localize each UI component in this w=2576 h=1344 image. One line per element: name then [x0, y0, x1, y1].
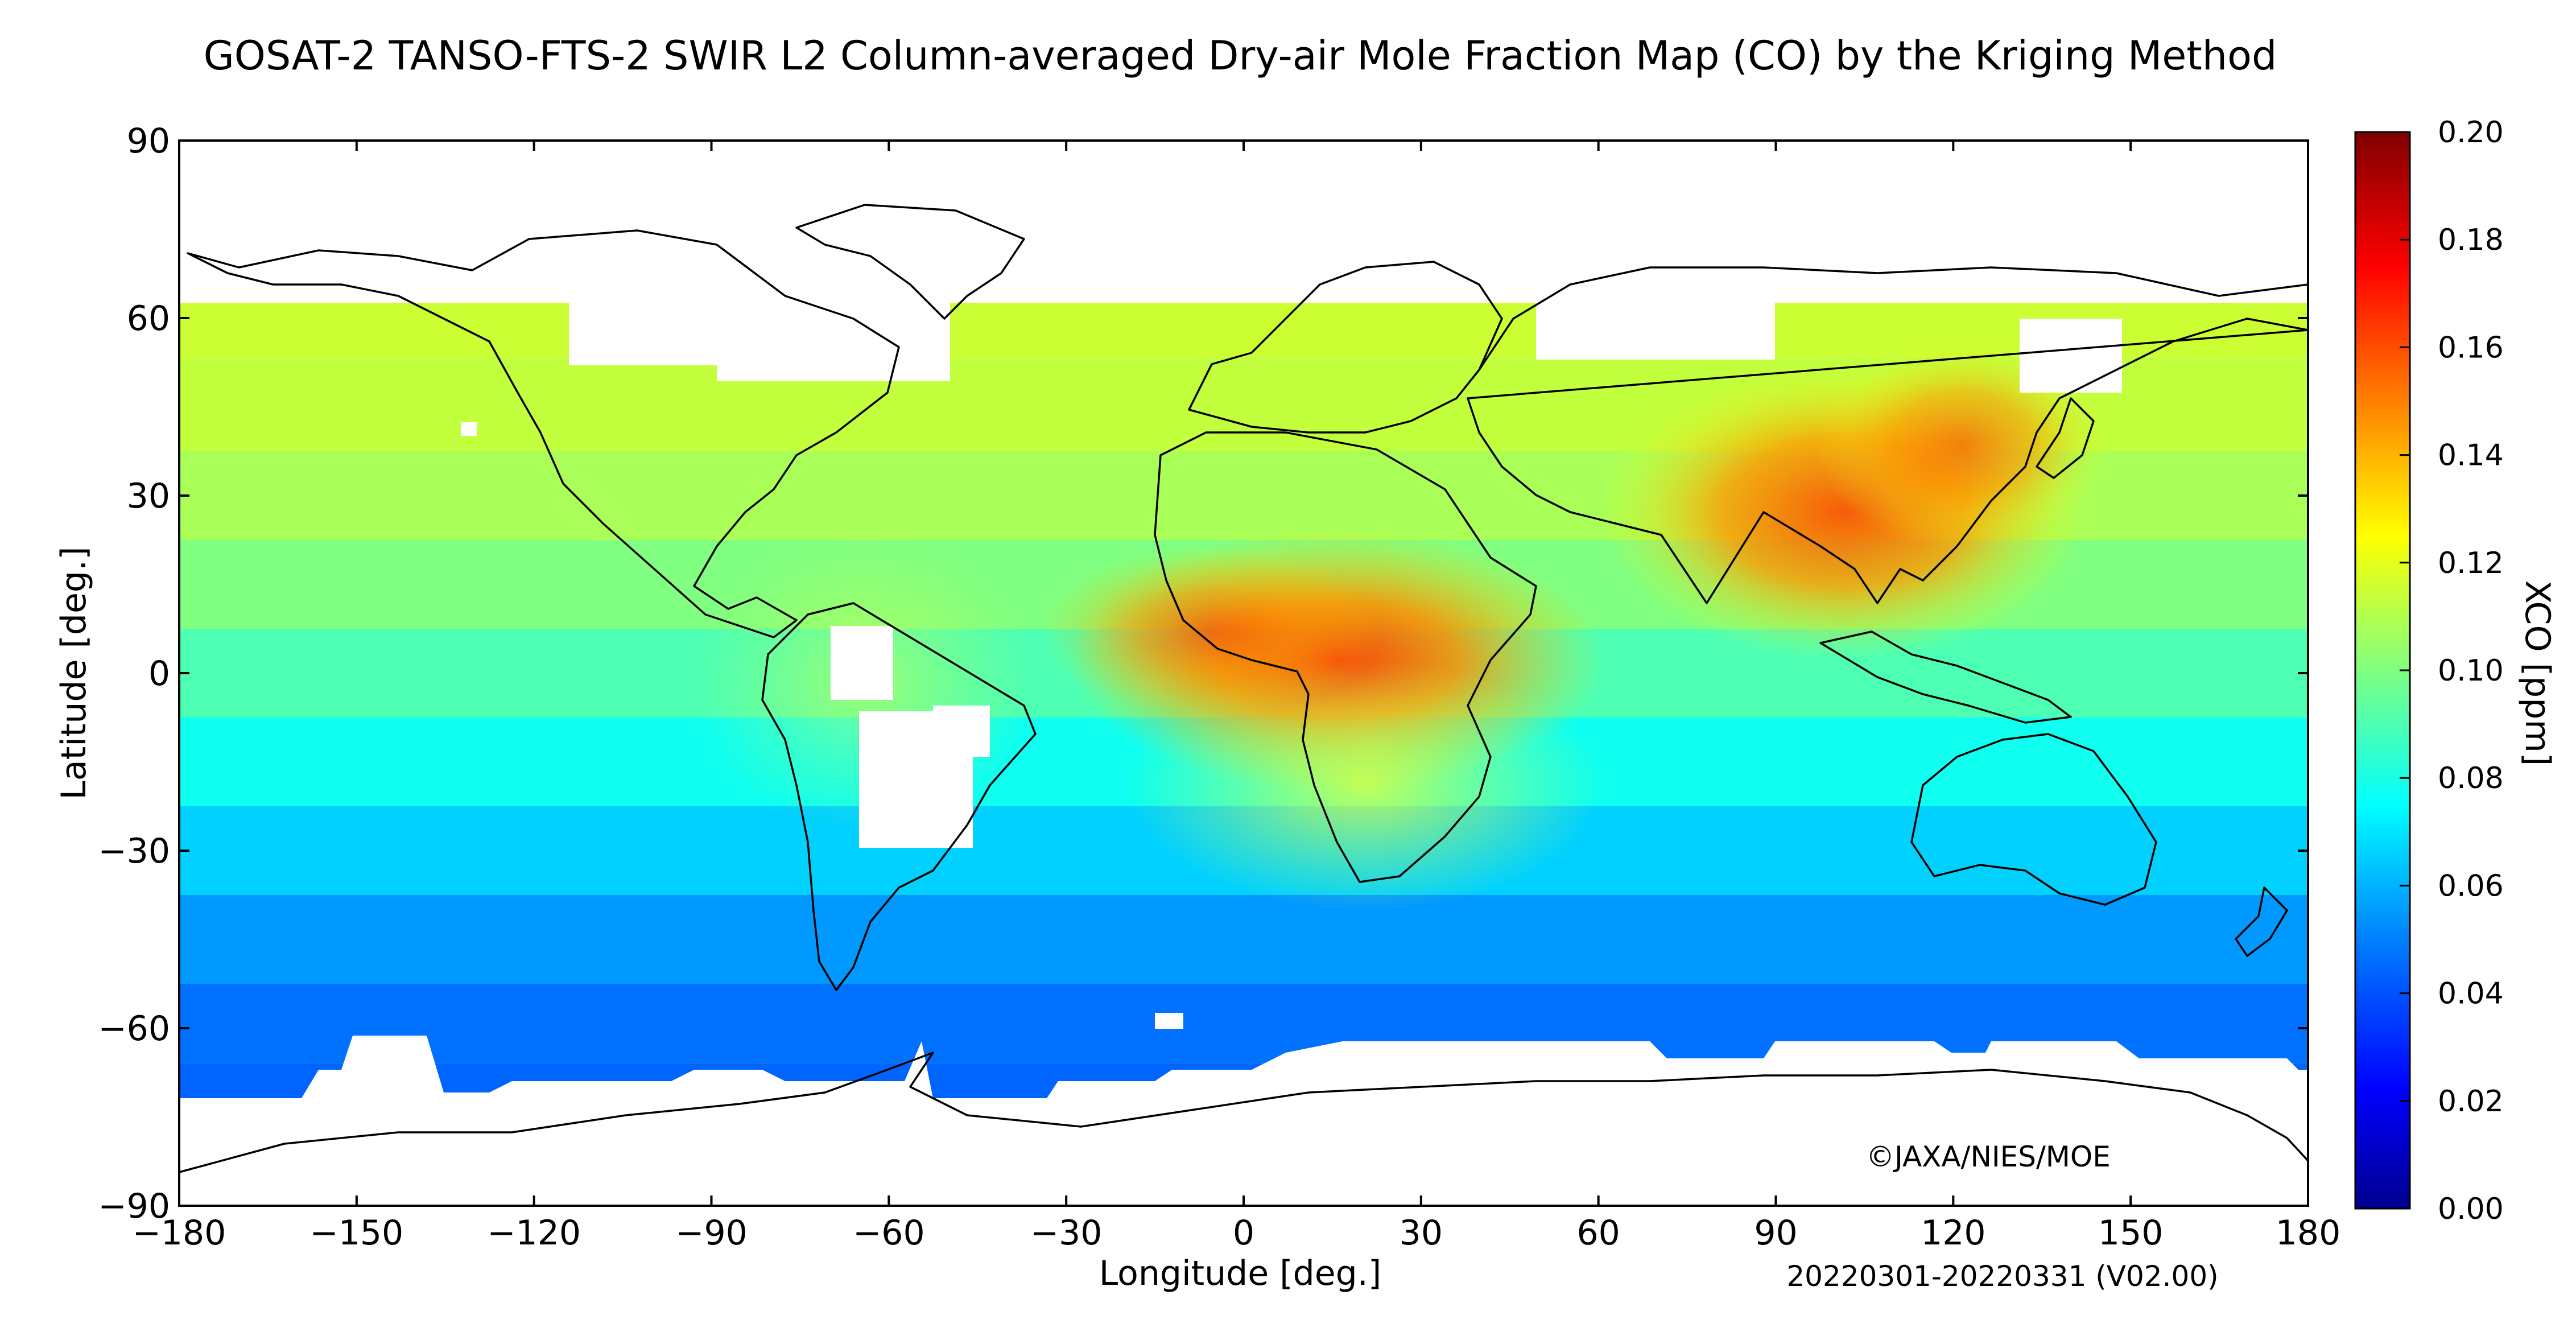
y-axis-label: Latitude [deg.]: [54, 547, 94, 800]
colorbar-tick-label: 0.20: [2438, 116, 2504, 150]
x-tick-label: 0: [1233, 1213, 1254, 1253]
date-version: 20220301-20220331 (V02.00): [1786, 1260, 2218, 1293]
no-data-ocean-patch: [1155, 1013, 1183, 1029]
y-tick-label: −60: [98, 1009, 170, 1049]
x-tick-label: −120: [487, 1213, 581, 1253]
colorbar-tick-label: 0.04: [2438, 977, 2504, 1011]
y-tick-label: 90: [127, 121, 170, 161]
coastlines: [179, 204, 2308, 1173]
no-data-siberia: [1536, 303, 1775, 360]
no-data-canada: [569, 303, 717, 365]
colorbar-tick-label: 0.10: [2438, 654, 2504, 688]
heatmap-band: [179, 984, 2308, 1064]
no-data-antarctic: [179, 1036, 2308, 1206]
x-tick-label: 60: [1576, 1213, 1620, 1253]
x-tick-label: −60: [853, 1213, 925, 1253]
colorbar-tick-label: 0.16: [2438, 331, 2504, 365]
x-tick-label: −150: [309, 1213, 403, 1253]
colorbar-tick-label: 0.02: [2438, 1085, 2504, 1119]
colorbar-tick-label: 0.06: [2438, 869, 2504, 903]
x-tick-label: 150: [2098, 1213, 2164, 1253]
no-data-amazon: [831, 626, 893, 700]
coast-new-zealand: [2235, 887, 2288, 957]
coast-antarctica: [179, 1052, 2308, 1173]
coast-north-america: [187, 229, 900, 638]
colorbar-tick-label: 0.14: [2438, 439, 2504, 473]
no-data-pacific-patch: [461, 422, 477, 436]
coast-greenland: [795, 204, 1025, 320]
x-tick-label: 120: [1921, 1213, 1986, 1253]
colorbar-ticks: 0.00 0.02 0.04 0.06 0.08 0.10 0.12 0.14 0.16 0.18…: [2400, 116, 2504, 1226]
warm-region-africa: [1126, 660, 1604, 910]
y-tick-label: −30: [98, 831, 170, 871]
coast-africa: [1154, 431, 1537, 883]
x-axis-label: Longitude [deg.]: [1099, 1254, 1381, 1293]
heatmap-band: [179, 895, 2308, 984]
colorbar-tick-label: 0.12: [2438, 546, 2504, 580]
coast-europe: [1188, 261, 1503, 434]
coast-southeast-asia: [1819, 630, 2072, 724]
x-tick-label: −180: [133, 1213, 226, 1253]
colorbar-tick-label: 0.18: [2438, 223, 2504, 257]
x-tick-label: −30: [1030, 1213, 1103, 1253]
y-axis: −90 −60 −30 0 30 60 90: [98, 121, 2308, 1226]
y-tick-label: 30: [127, 476, 170, 516]
coast-asia: [1467, 266, 2308, 604]
coast-australia: [1910, 733, 2157, 906]
copyright: ©JAXA/NIES/MOE: [1866, 1140, 2111, 1173]
no-data-greenland: [717, 285, 950, 381]
heatmap: [179, 141, 2308, 1206]
coast-south-america: [761, 602, 1037, 991]
y-tick-label: 60: [127, 299, 170, 339]
y-tick-label: 0: [148, 654, 170, 694]
no-data-brazil-east: [933, 706, 990, 757]
x-tick-label: −90: [675, 1213, 748, 1253]
no-data-kamchatka: [2020, 319, 2122, 393]
x-tick-label: 90: [1754, 1213, 1797, 1253]
chart-title: GOSAT-2 TANSO-FTS-2 SWIR L2 Column-avera…: [204, 32, 2277, 79]
coast-japan: [2036, 397, 2095, 479]
y-tick-label: −90: [98, 1186, 170, 1226]
colorbar-tick-label: 0.00: [2438, 1192, 2504, 1226]
colorbar-tick-label: 0.08: [2438, 761, 2504, 795]
colorbar-label: XCO [ppm]: [2517, 580, 2557, 766]
x-tick-label: 180: [2276, 1213, 2341, 1253]
x-axis: −180 −150 −120 −90 −60 −30 0 30 60 90 120 150 180: [133, 141, 2341, 1253]
no-data-north: [179, 141, 2308, 303]
x-tick-label: 30: [1400, 1213, 1443, 1253]
